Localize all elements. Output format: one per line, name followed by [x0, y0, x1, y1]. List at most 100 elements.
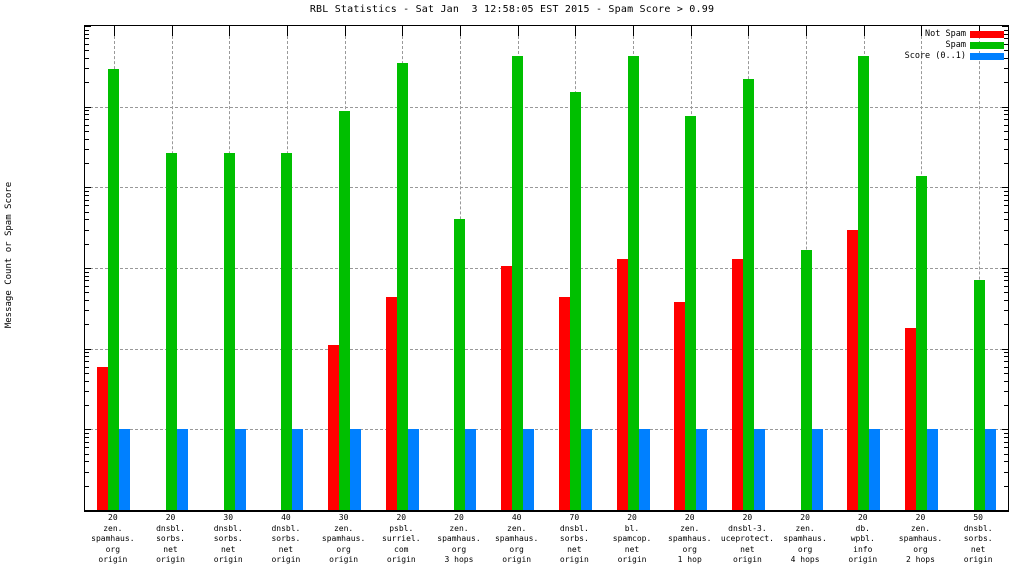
x-tick-label-line: uceprotect. [720, 534, 774, 543]
y-minor-tick [85, 437, 89, 439]
y-minor-tick [1004, 366, 1008, 368]
x-tick-label-line: 30 [338, 513, 349, 522]
x-tick-label-line: spamhaus. [668, 534, 712, 543]
x-tick-label-line: spamhaus. [437, 534, 481, 543]
y-minor-tick [1004, 405, 1008, 407]
x-tick-label-line: 3 hops [444, 555, 474, 564]
x-tick-label-line: net [163, 544, 178, 554]
y-tick-mark [85, 510, 91, 511]
y-minor-tick [1004, 380, 1008, 382]
y-minor-tick [85, 110, 89, 112]
x-tick-mark [806, 26, 808, 36]
x-tick-label-line: bl. [624, 523, 640, 533]
y-tick-mark [85, 187, 91, 189]
y-minor-tick [1004, 219, 1008, 221]
y-minor-tick [1004, 138, 1008, 140]
legend-label: Score (0..1) [904, 51, 966, 61]
legend-entry: Spam [905, 40, 1004, 51]
y-minor-tick [85, 310, 89, 312]
y-minor-tick [85, 191, 89, 193]
y-minor-tick [1004, 43, 1008, 45]
y-minor-tick [85, 163, 89, 165]
y-minor-tick [1004, 211, 1008, 213]
x-tick-label-line: 20 [396, 513, 407, 522]
x-tick-label-line: net [567, 544, 582, 554]
y-minor-tick [85, 205, 89, 207]
x-tick-label-line: net [278, 544, 294, 554]
x-tick-label-line: 20 [165, 513, 176, 522]
y-minor-tick [85, 356, 89, 358]
x-tick-label-line: origin [98, 555, 128, 564]
y-minor-tick [1004, 33, 1008, 35]
x-tick-label: 20 bl. spamcop. net origin [603, 513, 661, 566]
legend-label: Not Spam [925, 29, 966, 39]
y-minor-tick [1004, 271, 1008, 273]
bar-spam [973, 279, 985, 510]
x-tick-label-line: zen. [680, 523, 700, 533]
y-minor-tick [1004, 372, 1008, 374]
y-minor-tick [85, 471, 89, 473]
x-tick-label-line: origin [848, 555, 878, 564]
bar-spam [742, 79, 754, 510]
bar-not-spam [558, 296, 570, 510]
y-gridline [85, 187, 1008, 189]
chart-legend: Not Spam Spam Score (0..1) [905, 29, 1004, 62]
x-tick-label-line: origin [732, 555, 762, 564]
bar-score-0-1 [638, 429, 650, 510]
x-tick-label-line: origin [502, 555, 532, 564]
y-gridline [85, 429, 1008, 431]
bar-score-0-1 [465, 429, 477, 510]
x-tick-mark [459, 26, 461, 36]
x-tick-label-line: sorbs. [213, 534, 243, 543]
y-minor-tick [1004, 461, 1008, 463]
y-minor-tick [1004, 433, 1008, 435]
x-tick-mark [921, 26, 923, 36]
x-tick-label-line: 2 hops [906, 555, 935, 564]
y-tick-mark [85, 348, 91, 350]
bar-spam [627, 56, 639, 510]
bar-spam [800, 250, 812, 510]
y-minor-tick [1004, 447, 1008, 449]
legend-label: Spam [945, 40, 966, 50]
x-tick-label-line: spamhaus. [321, 534, 366, 543]
x-tick-label-line: surriel. [382, 534, 421, 543]
y-minor-tick [85, 285, 89, 287]
y-tick-mark [85, 429, 91, 431]
x-tick-label: 20 zen. spamhaus. org 4 hops [776, 513, 834, 566]
bar-not-spam [97, 366, 109, 510]
bar-score-0-1 [926, 429, 938, 510]
bar-spam [858, 56, 870, 510]
y-tick-mark [1002, 268, 1008, 269]
x-tick-label-line: origin [271, 555, 301, 564]
y-minor-tick [1004, 163, 1008, 165]
bar-spam [454, 219, 466, 510]
x-tick-mark [863, 26, 865, 36]
x-gridline [979, 26, 981, 510]
y-minor-tick [85, 229, 89, 231]
x-tick-label-line: dnsbl. [559, 523, 589, 533]
y-minor-tick [1004, 300, 1008, 302]
x-tick-mark [113, 26, 115, 36]
y-minor-tick [1004, 310, 1008, 312]
y-minor-tick [1004, 390, 1008, 392]
y-minor-tick [85, 219, 89, 221]
y-minor-tick [85, 292, 89, 294]
x-tick-mark [171, 26, 173, 36]
y-minor-tick [1004, 195, 1008, 197]
x-tick-label-line: wpbl. [850, 534, 875, 543]
x-tick-label-line: zen. [507, 523, 527, 533]
x-tick-label-line: dnsbl. [271, 523, 301, 533]
legend-entry: Score (0..1) [905, 51, 1004, 62]
y-minor-tick [85, 68, 89, 70]
y-minor-tick [85, 324, 89, 326]
legend-entry: Not Spam [905, 29, 1004, 40]
x-tick-label-line: 30 [223, 513, 234, 522]
x-tick-label-line: 4 hops [790, 555, 820, 564]
y-minor-tick [85, 280, 89, 282]
x-tick-label-line: net [220, 544, 236, 554]
y-minor-tick [1004, 229, 1008, 231]
x-tick-label-line: 40 [281, 513, 291, 522]
x-tick-label-line: zen. [103, 523, 123, 533]
bar-spam [339, 111, 351, 510]
x-tick-mark [575, 26, 577, 36]
